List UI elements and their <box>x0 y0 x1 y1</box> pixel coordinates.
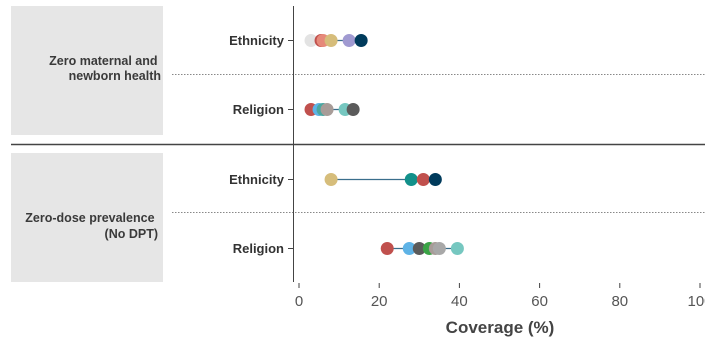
group-label-zero-dose: Zero-dose prevalence (No DPT) <box>25 211 158 241</box>
x-tick-label: 80 <box>611 293 628 310</box>
x-tick-label: 20 <box>371 293 388 310</box>
row-label-religion-maternal: Religion <box>233 102 284 117</box>
x-tick-label: 0 <box>295 293 303 310</box>
group-panel-maternal <box>11 6 163 135</box>
x-tick-label: 100 <box>687 293 705 310</box>
row-label-ethnicity-zero-dose: Ethnicity <box>229 172 285 187</box>
group-label-maternal: Zero maternal and newborn health <box>49 54 161 83</box>
data-point <box>324 173 338 186</box>
data-point <box>412 242 426 255</box>
x-axis-title: Coverage (%) <box>446 318 555 337</box>
x-axis-ticks: 0 20 40 60 80 100 <box>295 283 705 310</box>
data-point <box>428 173 442 186</box>
data-point <box>324 34 338 47</box>
group-panel-zero-dose <box>11 153 163 282</box>
data-point <box>320 103 334 116</box>
data-point <box>304 34 318 47</box>
row-label-ethnicity-maternal: Ethnicity <box>229 33 285 48</box>
data-point <box>416 173 430 186</box>
data-point <box>432 242 446 255</box>
data-point <box>380 242 394 255</box>
data-point <box>450 242 464 255</box>
x-tick-label: 40 <box>451 293 468 310</box>
data-point <box>354 34 368 47</box>
data-point <box>342 34 356 47</box>
data-point <box>402 242 416 255</box>
x-tick-label: 60 <box>531 293 548 310</box>
data-marks <box>304 34 464 255</box>
row-label-religion-zero-dose: Religion <box>233 241 284 256</box>
data-point <box>404 173 418 186</box>
data-point <box>346 103 360 116</box>
